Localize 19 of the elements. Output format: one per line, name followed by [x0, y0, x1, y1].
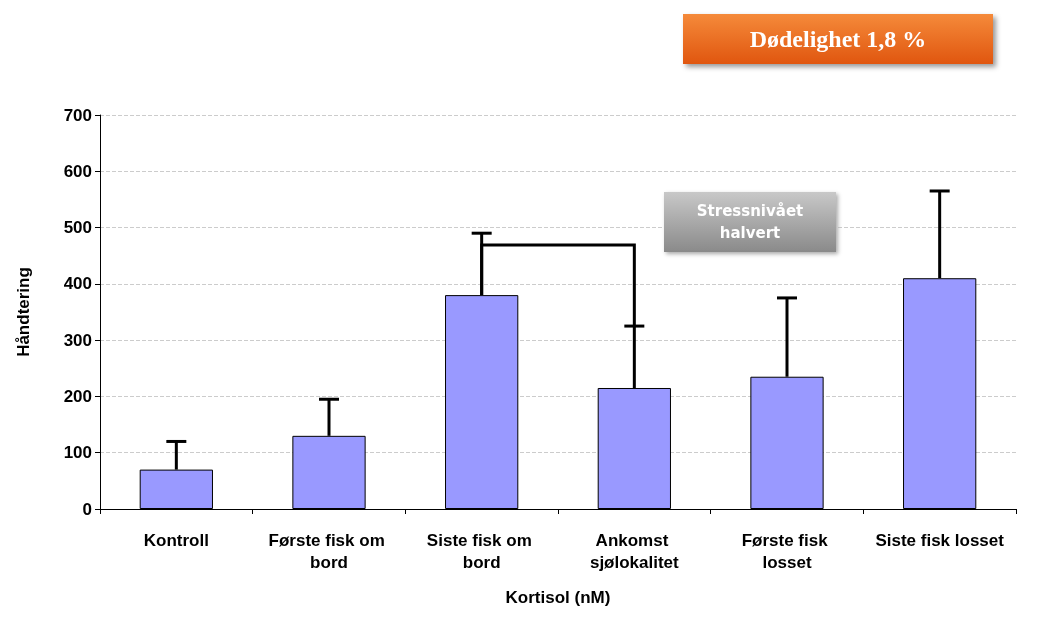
y-tick-label: 400 [63, 274, 92, 294]
y-tick-label: 600 [63, 161, 92, 181]
x-tick-label: Første fisk losset [741, 530, 833, 572]
y-tick-label: 200 [63, 386, 92, 406]
x-axis-title: Kortisol (nM) [505, 588, 611, 607]
y-axis-title: Håndtering [14, 267, 33, 357]
callout-box: Dødelighet 1,8 % [683, 14, 993, 64]
x-tick-label: Ankomst sjølokalitet [589, 530, 680, 572]
x-tick-label: Siste fisk losset [875, 530, 1005, 550]
y-tick-label: 100 [63, 443, 92, 463]
y-tick-label: 300 [63, 330, 92, 350]
y-tick-label: 0 [82, 499, 92, 519]
x-tick-label: Siste fisk om bord [426, 530, 537, 572]
x-tick-label: Kontroll [143, 530, 209, 550]
x-tick-label: Første fisk om bord [268, 530, 390, 572]
y-tick-label: 500 [63, 218, 92, 238]
y-tick-label: 700 [63, 105, 92, 125]
callout-box: Stressnivået halvert [664, 192, 836, 252]
annotation: Stressnivået halvert [696, 202, 804, 242]
